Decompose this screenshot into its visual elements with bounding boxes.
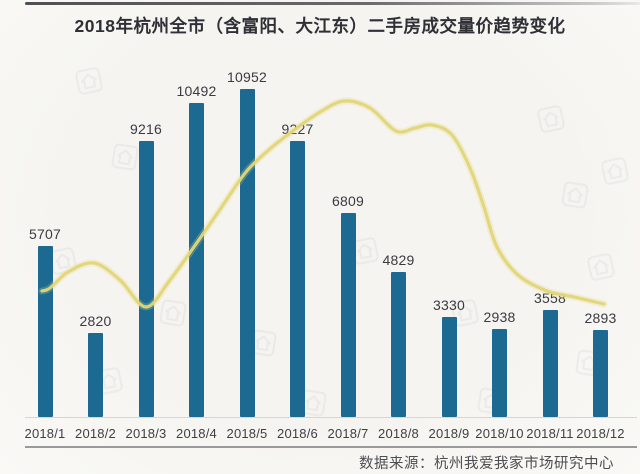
bar-value-label: 6809 xyxy=(332,193,364,209)
volume-bar xyxy=(239,89,255,417)
footer-separator-line xyxy=(25,446,637,448)
volume-bar xyxy=(189,103,204,417)
house-logo-watermark-icon xyxy=(74,66,105,97)
bar-value-label: 4829 xyxy=(382,252,415,268)
volume-bar xyxy=(340,213,356,417)
bar-value-label: 2938 xyxy=(483,309,516,325)
x-axis-tick-label: 2018/7 xyxy=(327,426,369,441)
volume-bar xyxy=(492,329,507,417)
x-axis-tick-label: 2018/6 xyxy=(277,426,318,441)
x-axis-tick-label: 2018/12 xyxy=(576,426,625,441)
x-axis-tick-label: 2018/5 xyxy=(226,426,268,441)
house-logo-watermark-icon xyxy=(600,156,631,187)
x-axis-tick-label: 2018/8 xyxy=(378,426,419,441)
data-source-note: 数据来源：杭州我爱我家市场研究中心 xyxy=(359,456,614,472)
bar-value-label: 10492 xyxy=(176,83,217,99)
volume-bar xyxy=(593,330,608,417)
x-axis-line xyxy=(25,417,637,418)
bar-value-label: 2820 xyxy=(79,313,112,329)
x-axis-tick-label: 2018/3 xyxy=(125,426,167,441)
x-axis-tick-label: 2018/1 xyxy=(24,426,66,441)
volume-bar xyxy=(391,272,406,417)
house-logo-watermark-icon xyxy=(586,252,617,283)
bar-value-label: 9216 xyxy=(130,121,162,137)
house-logo-watermark-icon xyxy=(560,180,590,210)
volume-bar xyxy=(37,246,53,417)
volume-bar xyxy=(441,317,457,417)
bar-value-label: 9227 xyxy=(281,121,314,137)
bar-value-label: 5707 xyxy=(29,226,61,242)
house-logo-watermark-icon xyxy=(110,142,140,172)
x-axis-tick-label: 2018/10 xyxy=(475,426,524,441)
bar-value-label: 3558 xyxy=(534,290,566,306)
house-logo-watermark-icon xyxy=(536,104,567,135)
volume-bar xyxy=(290,141,305,417)
volume-bar xyxy=(138,141,154,417)
x-axis-tick-label: 2018/4 xyxy=(176,426,217,441)
x-axis-tick-label: 2018/11 xyxy=(526,426,574,441)
bar-value-label: 10952 xyxy=(227,69,267,85)
screenshot-top-edge xyxy=(25,2,640,5)
volume-bar xyxy=(88,333,103,417)
x-axis-tick-label: 2018/2 xyxy=(75,426,116,441)
bar-value-label: 2893 xyxy=(584,310,617,326)
volume-bar xyxy=(542,310,558,417)
house-logo-watermark-icon xyxy=(158,298,188,328)
chart-title: 2018年杭州全市（含富阳、大江东）二手房成交量价趋势变化 xyxy=(74,16,566,36)
x-axis-tick-label: 2018/9 xyxy=(428,426,470,441)
